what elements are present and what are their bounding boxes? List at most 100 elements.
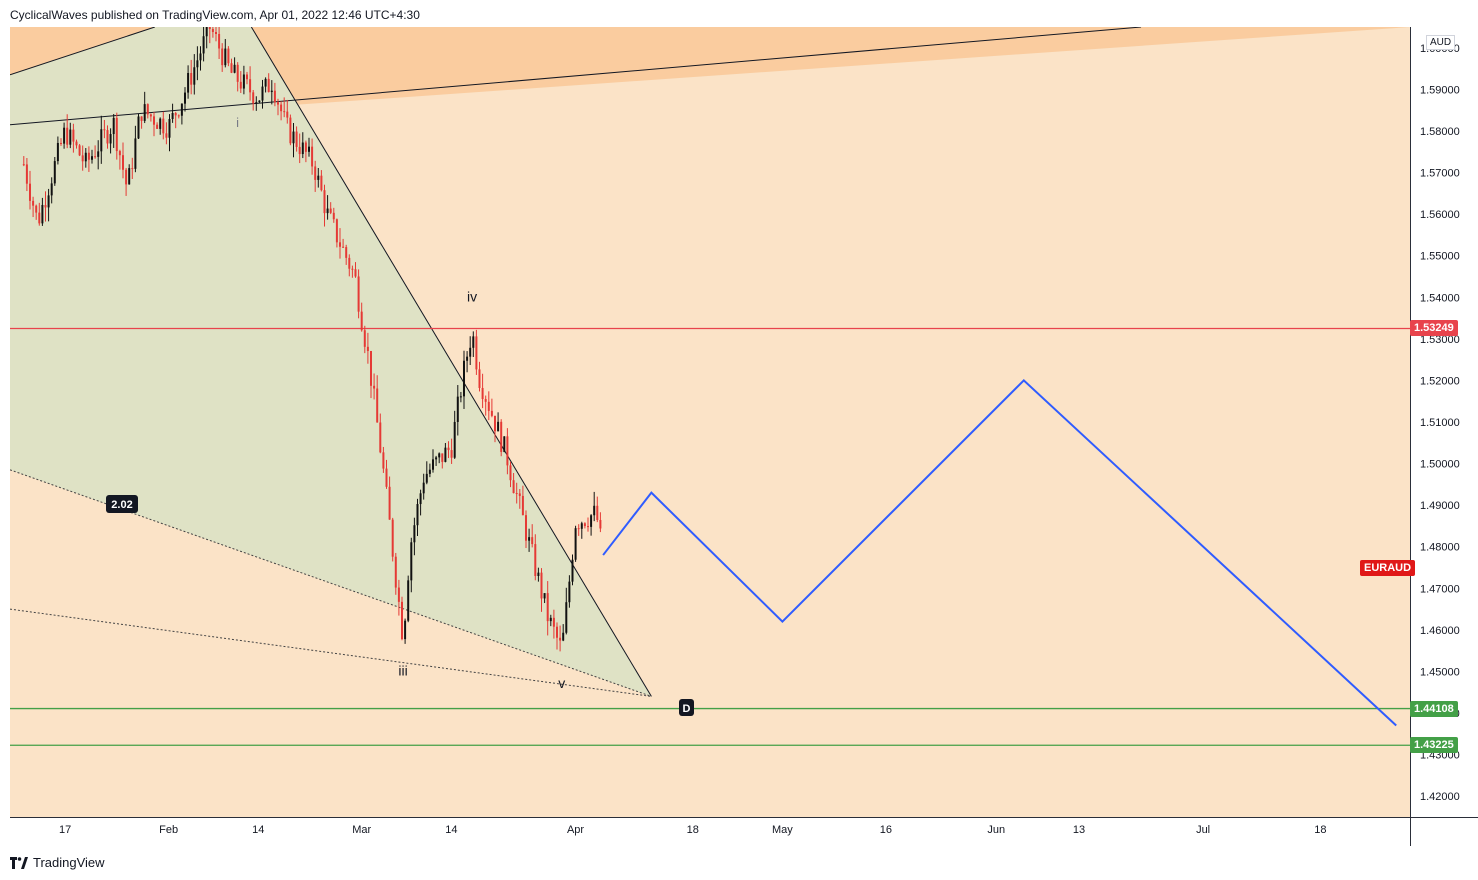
wave-label-iii: iii: [398, 663, 407, 679]
upper-triangle-zone: [10, 27, 1410, 125]
candle-body: [568, 581, 571, 603]
candle-body: [413, 525, 416, 543]
candle-body: [493, 415, 496, 432]
candle-body: [230, 63, 233, 73]
candle-body: [162, 118, 165, 134]
candle-body: [379, 422, 382, 453]
candle-body: [146, 104, 149, 115]
publisher-text: CyclicalWaves published on TradingView.c…: [10, 8, 420, 22]
ratio-badge[interactable]: 2.02: [106, 495, 138, 513]
candle-body: [221, 48, 224, 66]
price-tick-label: 1.50000: [1420, 459, 1460, 471]
candle-body: [41, 204, 44, 224]
candle-body: [506, 436, 509, 466]
candle-body: [562, 632, 565, 641]
tradingview-logo-icon: [10, 856, 28, 869]
candle-body: [490, 410, 493, 416]
candle-body: [531, 537, 534, 545]
candle-body: [242, 74, 245, 89]
price-tick-label: 1.59000: [1420, 84, 1460, 96]
price-tick-label: 1.58000: [1420, 126, 1460, 138]
candle-body: [462, 360, 465, 397]
candle-body: [28, 183, 31, 201]
candle-body: [466, 356, 469, 361]
candle-body: [537, 572, 540, 576]
wave-label-iv: iv: [467, 288, 477, 304]
candle-body: [236, 64, 239, 82]
price-tick-label: 1.51000: [1420, 417, 1460, 429]
price-tick-label: 1.54000: [1420, 292, 1460, 304]
candle-body: [326, 208, 329, 214]
candle-body: [338, 242, 341, 247]
candle-body: [208, 27, 211, 30]
candle-body: [407, 580, 410, 621]
price-tick-label: 1.56000: [1420, 209, 1460, 221]
candle-body: [571, 559, 574, 582]
candle-body: [295, 131, 298, 147]
price-tick-label: 1.46000: [1420, 625, 1460, 637]
candle-body: [100, 129, 103, 152]
candle-body: [224, 48, 227, 66]
candle-body: [87, 152, 90, 160]
candle-body: [311, 146, 314, 167]
price-tick-label: 1.45000: [1420, 666, 1460, 678]
candle-body: [323, 190, 326, 214]
candle-body: [543, 593, 546, 599]
time-tick-label: 13: [1073, 824, 1085, 836]
candle-body: [391, 519, 394, 557]
projection-path[interactable]: [602, 379, 1397, 727]
candle-body: [528, 537, 531, 541]
candle-body: [345, 247, 348, 258]
candle-body: [90, 156, 93, 160]
time-tick-label: 18: [1314, 824, 1326, 836]
price-tick-label: 1.53000: [1420, 334, 1460, 346]
candle-body: [25, 164, 28, 184]
candle-body: [596, 505, 599, 520]
candle-body: [255, 102, 258, 104]
candle-body: [239, 81, 242, 89]
candle-body: [134, 138, 137, 169]
candle-body: [580, 523, 583, 529]
wedge-zone: [10, 27, 652, 697]
candle-body: [292, 131, 295, 144]
tradingview-logo[interactable]: TradingView: [10, 855, 105, 870]
candle-body: [69, 129, 72, 145]
upper-trendline[interactable]: [10, 27, 1142, 126]
candle-body: [301, 142, 304, 155]
candle-body: [187, 73, 190, 93]
wedge-upper-edge[interactable]: [10, 27, 155, 76]
descending-trendline[interactable]: [250, 27, 652, 697]
time-tick-label: Jun: [987, 824, 1005, 836]
candle-body: [205, 27, 208, 37]
footer-brand: TradingView: [33, 855, 105, 870]
candle-body: [38, 212, 41, 224]
candle-body: [549, 617, 552, 622]
time-axis[interactable]: 17 Feb 14 Mar 14 Apr 18 May 16 Jun 13 Jul 18: [59, 824, 1326, 836]
candle-body: [35, 205, 38, 213]
candle-body: [385, 468, 388, 487]
price-tick-label: 1.55000: [1420, 251, 1460, 263]
candle-body: [44, 204, 47, 208]
candle-body: [177, 115, 180, 117]
candle-body: [456, 396, 459, 422]
time-tick-label: Mar: [352, 824, 371, 836]
candle-body: [66, 127, 69, 145]
candle-body: [190, 73, 193, 85]
candle-body: [273, 90, 276, 103]
price-axis[interactable]: 1.420001.430001.440001.450001.460001.470…: [1420, 43, 1460, 803]
candle-body: [276, 102, 279, 105]
time-tick-label: 14: [252, 824, 264, 836]
candle-body: [590, 515, 593, 527]
candle-body: [435, 457, 438, 460]
candle-body: [304, 142, 307, 152]
point-d-badge[interactable]: D: [679, 699, 694, 716]
support-price-label-1: 1.44108: [1410, 700, 1458, 717]
candle-body: [270, 90, 273, 93]
ratio-text: 2.02: [111, 499, 132, 511]
price-tick-label: 1.52000: [1420, 375, 1460, 387]
candle-body: [32, 200, 35, 206]
candle-body: [373, 385, 376, 389]
candle-body: [140, 116, 143, 121]
candle-body: [280, 104, 283, 112]
